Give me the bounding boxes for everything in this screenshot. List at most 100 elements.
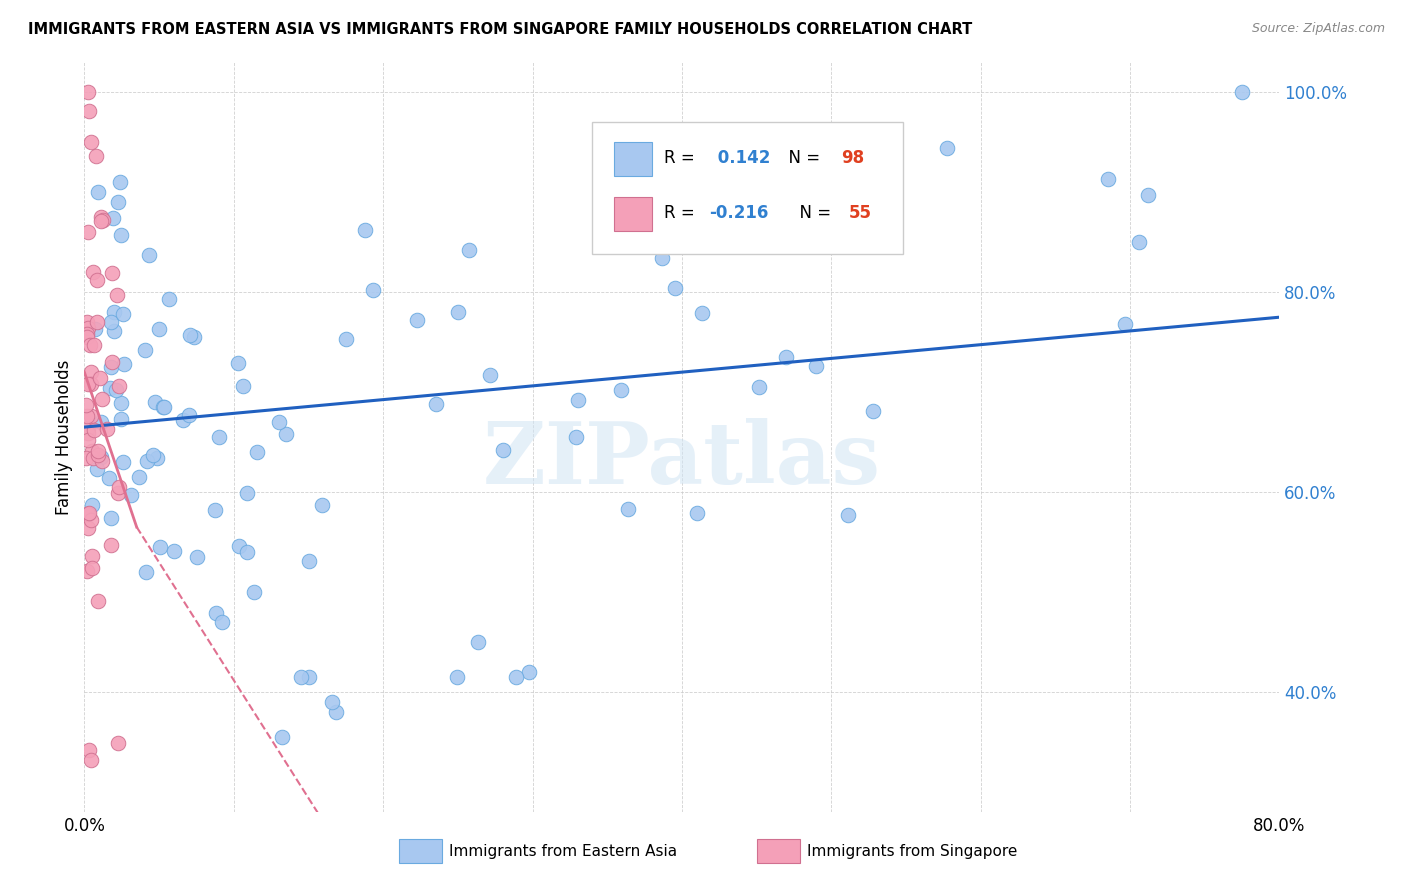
Point xyxy=(90,210,112,224)
Point xyxy=(87,186,110,200)
Text: R =: R = xyxy=(664,149,700,168)
Text: 0.142: 0.142 xyxy=(711,149,770,168)
Point xyxy=(77,103,100,118)
Point xyxy=(80,136,103,150)
Point xyxy=(90,450,112,465)
Point xyxy=(112,357,135,371)
Point xyxy=(76,433,98,447)
Text: ZIPatlas: ZIPatlas xyxy=(482,417,882,501)
Point xyxy=(491,443,513,458)
Point xyxy=(146,450,169,465)
Point xyxy=(77,743,100,757)
FancyBboxPatch shape xyxy=(614,196,652,231)
Point xyxy=(86,462,108,476)
Point xyxy=(103,211,125,226)
Point xyxy=(778,222,800,236)
Point xyxy=(87,593,110,607)
FancyBboxPatch shape xyxy=(399,839,441,863)
Point xyxy=(76,409,98,423)
Point xyxy=(120,488,142,502)
Point xyxy=(80,365,103,379)
Point xyxy=(1136,188,1159,202)
Point xyxy=(149,540,172,554)
Point xyxy=(298,554,321,568)
Point xyxy=(105,384,128,398)
Point xyxy=(517,665,540,679)
Point xyxy=(112,455,135,469)
Text: N =: N = xyxy=(790,204,837,222)
Point xyxy=(567,392,589,407)
Point xyxy=(80,444,103,458)
Point xyxy=(91,212,114,227)
Point xyxy=(186,549,208,564)
Point xyxy=(76,508,98,522)
Point xyxy=(80,409,103,423)
Point xyxy=(321,695,343,709)
Point xyxy=(361,283,384,297)
Point xyxy=(148,321,170,335)
Point xyxy=(111,307,134,321)
Point xyxy=(80,376,103,391)
Point xyxy=(82,450,104,465)
Text: Immigrants from Eastern Asia: Immigrants from Eastern Asia xyxy=(449,844,678,859)
Point xyxy=(101,266,124,280)
Point xyxy=(135,565,157,579)
Point xyxy=(935,141,957,155)
Text: R =: R = xyxy=(664,204,700,222)
Text: Source: ZipAtlas.com: Source: ZipAtlas.com xyxy=(1251,22,1385,36)
Text: -0.216: -0.216 xyxy=(710,204,769,222)
Point xyxy=(143,394,166,409)
Point xyxy=(246,445,269,459)
Point xyxy=(354,222,377,236)
Point xyxy=(290,670,312,684)
FancyBboxPatch shape xyxy=(592,122,903,253)
Point xyxy=(179,327,201,342)
Point xyxy=(610,383,633,397)
Point xyxy=(90,392,112,406)
Point xyxy=(100,360,122,375)
Point xyxy=(80,561,103,575)
Point xyxy=(690,306,713,320)
Point xyxy=(862,404,884,418)
Point xyxy=(804,359,827,373)
Point xyxy=(89,371,111,385)
Point xyxy=(110,411,132,425)
Point xyxy=(766,143,789,157)
Point xyxy=(232,379,254,393)
Point xyxy=(86,448,108,462)
Point xyxy=(107,736,129,750)
Point xyxy=(97,471,120,485)
Point xyxy=(837,508,859,522)
Point xyxy=(75,398,97,412)
Point xyxy=(235,545,257,559)
Point xyxy=(1097,171,1119,186)
Point xyxy=(100,511,122,525)
Point xyxy=(685,506,707,520)
Point xyxy=(617,501,640,516)
Point xyxy=(79,513,101,527)
Point xyxy=(177,408,200,422)
Point xyxy=(77,521,100,535)
Point xyxy=(77,506,100,520)
Point xyxy=(110,227,132,242)
Point xyxy=(86,315,108,329)
Point xyxy=(108,175,131,189)
Point xyxy=(447,304,470,318)
Point xyxy=(76,508,98,522)
Point xyxy=(138,248,160,262)
Point xyxy=(1114,317,1136,331)
Point xyxy=(107,379,129,393)
Point xyxy=(80,498,103,512)
Point xyxy=(90,214,112,228)
Point xyxy=(236,486,259,500)
Point xyxy=(90,415,112,429)
FancyBboxPatch shape xyxy=(758,839,800,863)
Point xyxy=(270,730,292,744)
Point xyxy=(83,423,105,437)
Point xyxy=(110,396,132,410)
Point xyxy=(478,368,501,382)
Point xyxy=(80,753,103,767)
Point xyxy=(76,421,98,435)
Point xyxy=(98,381,121,395)
Point xyxy=(1230,86,1253,100)
